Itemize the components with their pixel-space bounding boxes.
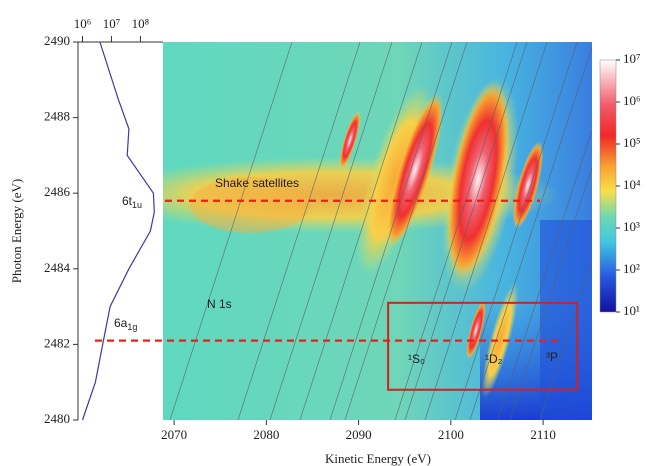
colorbar xyxy=(600,60,616,312)
y-tick-label: 2482 xyxy=(44,335,70,350)
annotation: ¹D₂ xyxy=(485,352,503,366)
annotation: ³P xyxy=(546,350,558,364)
x-tick-label: 2110 xyxy=(530,427,556,442)
annotation: N 1s xyxy=(207,297,232,311)
colorbar-tick-label: 10² xyxy=(623,261,640,276)
annotation-sub: 1g xyxy=(127,322,137,332)
annotation-main: 6a xyxy=(114,316,128,330)
annotation: Shake satellites xyxy=(215,176,299,190)
profile-line xyxy=(83,42,155,420)
y-tick-label: 2486 xyxy=(44,184,71,199)
x-tick-label: 2090 xyxy=(346,427,372,442)
chart: Shake satellites N 1s ¹S₀ ¹D₂ ³P 6t1u 6a… xyxy=(0,0,650,466)
colorbar-tick-label: 10⁴ xyxy=(623,177,641,192)
y-tick-label: 2480 xyxy=(44,411,70,426)
profile-tick-label: 10⁸ xyxy=(132,16,150,31)
colorbar-tick-label: 10¹ xyxy=(623,303,640,318)
profile-tick-label: 10⁷ xyxy=(103,16,121,31)
annotation: 6t1u xyxy=(122,194,142,210)
annotation-sub: 1u xyxy=(132,200,142,210)
profile-tick-label: 10⁶ xyxy=(74,16,92,31)
heatmap xyxy=(100,42,592,420)
y-tick-label: 2488 xyxy=(44,109,70,124)
colorbar-tick-label: 10³ xyxy=(623,219,640,234)
y-tick-label: 2484 xyxy=(44,260,71,275)
x-tick-label: 2070 xyxy=(161,427,187,442)
annotation: 6a1g xyxy=(114,316,137,332)
x-tick-label: 2080 xyxy=(253,427,279,442)
y-tick-label: 2490 xyxy=(44,33,70,48)
x-tick-label: 2100 xyxy=(438,427,464,442)
annotation: ¹S₀ xyxy=(408,352,425,366)
colorbar-tick-label: 10⁶ xyxy=(623,93,641,108)
colorbar-tick-label: 10⁷ xyxy=(623,51,641,66)
colorbar-tick-label: 10⁵ xyxy=(623,135,641,150)
y-axis-label: Photon Energy (eV) xyxy=(9,179,24,283)
x-axis-label: Kinetic Energy (eV) xyxy=(325,451,431,466)
